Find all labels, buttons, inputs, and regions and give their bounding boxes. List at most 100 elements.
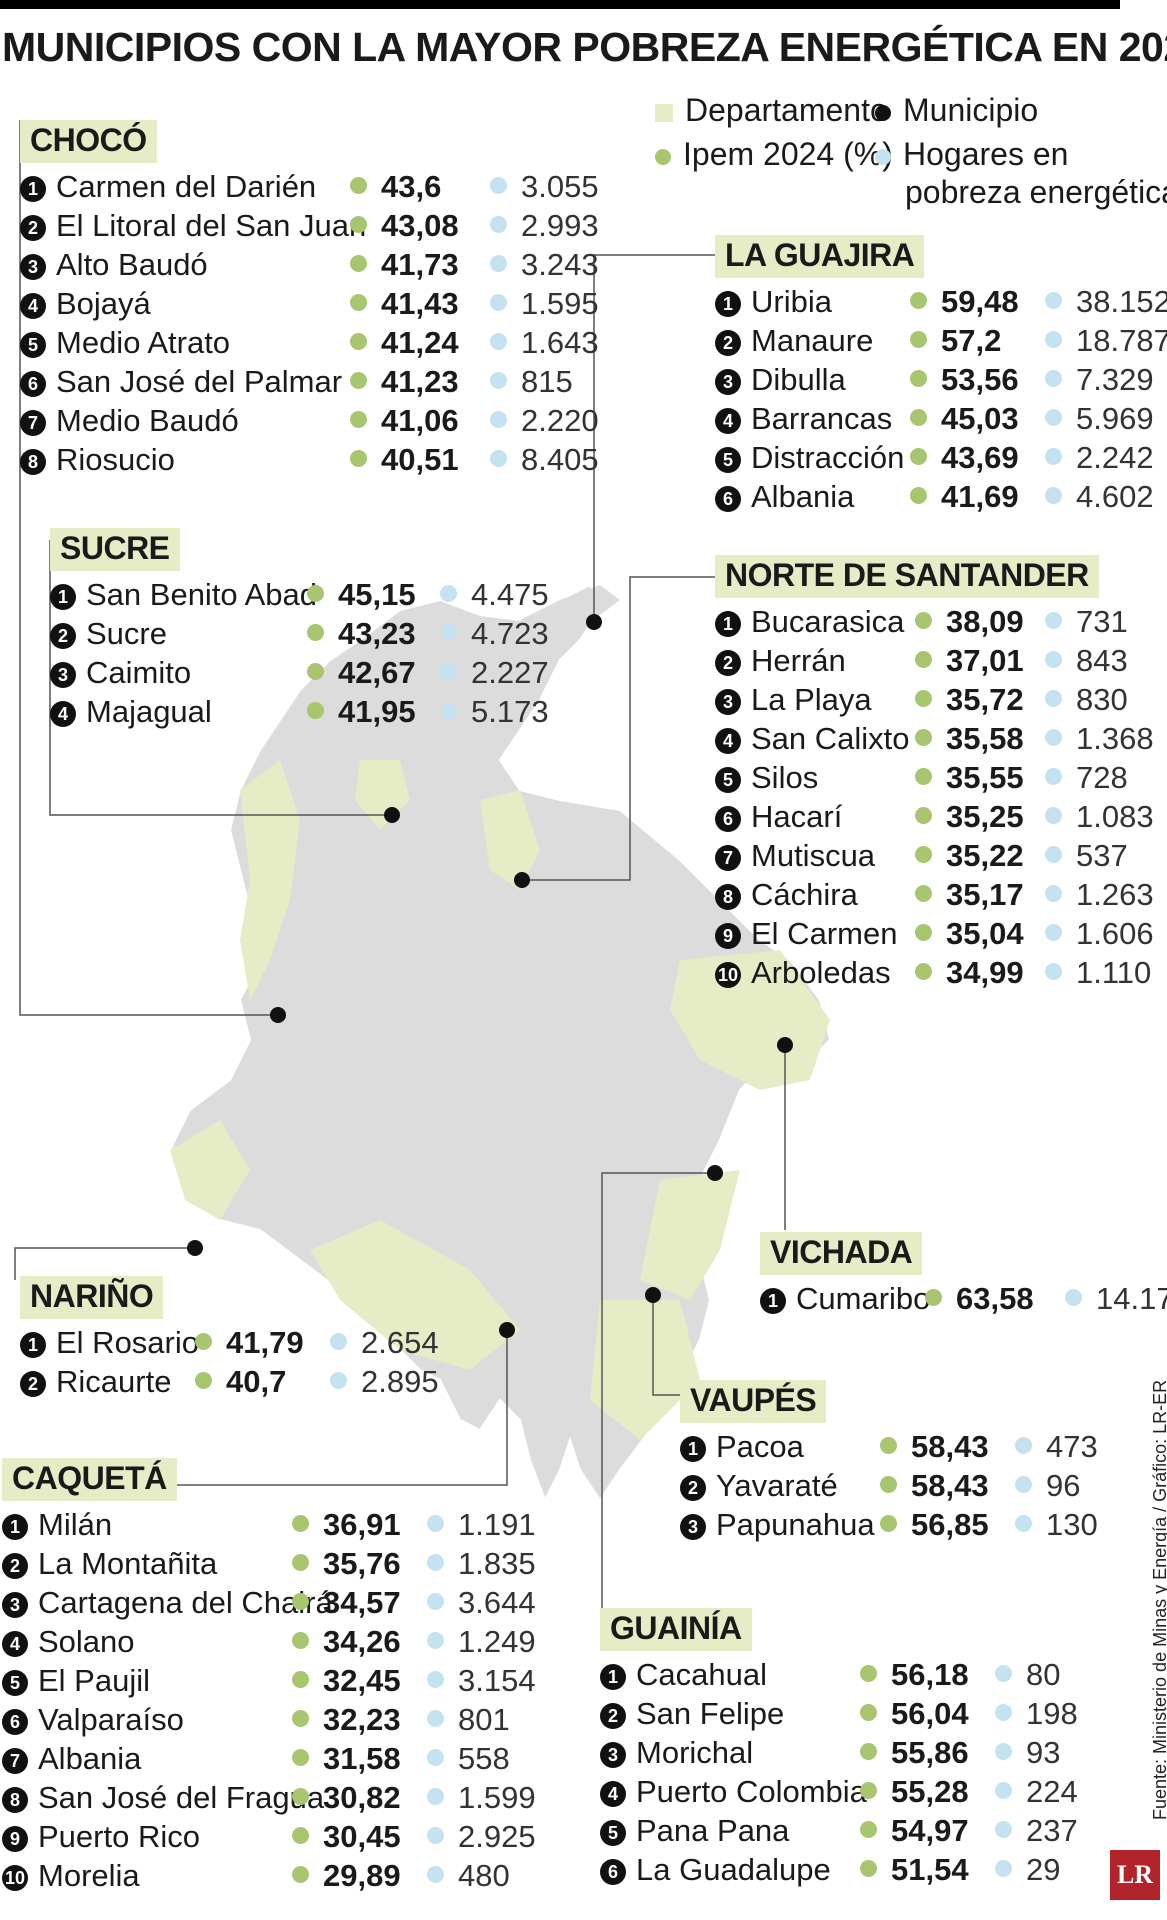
municipio-name: Milán — [38, 1507, 113, 1542]
ipem-value: 53,56 — [910, 362, 1019, 398]
region-guainia: GUAINÍA 1 Cacahual 56,18 80 2 San Felipe 56,04 1… — [600, 1608, 1078, 1891]
region-sucre: SUCRE 1 San Benito Abad 45,15 4.475 2 Sucre 43,… — [50, 528, 549, 733]
municipio-row: 4 Puerto Colombia 55,28 224 — [600, 1774, 1078, 1813]
region-norte-de-santander: NORTE DE SANTANDER 1 Bucarasica 38,09 731 2 He… — [715, 555, 1154, 994]
region-title: LA GUAJIRA — [715, 235, 925, 278]
rank-badge: 2 — [715, 330, 741, 356]
ipem-value: 41,43 — [350, 286, 459, 322]
map-highlight-guainia — [640, 1170, 740, 1300]
ipem-value: 41,95 — [307, 694, 416, 730]
municipio-name: San José del Fragua — [38, 1780, 325, 1815]
municipio-name: Distracción — [751, 440, 905, 475]
hogares-value: 8.405 — [490, 442, 599, 478]
rank-badge: 4 — [715, 408, 741, 434]
hogares-value: 1.263 — [1045, 877, 1154, 913]
rank-badge: 3 — [600, 1742, 626, 1768]
municipio-list: 1 Bucarasica 38,09 731 2 Herrán 37,01 843 3 La Pl… — [715, 604, 1154, 994]
hogares-value: 7.329 — [1045, 362, 1154, 398]
municipio-name: San José del Palmar — [56, 364, 343, 399]
municipio-row: 6 Hacarí 35,25 1.083 — [715, 799, 1154, 838]
municipio-name: Barrancas — [751, 401, 893, 436]
region-narino: NARIÑO 1 El Rosario 41,79 2.654 2 Ricaurte 40,7… — [20, 1276, 439, 1403]
ipem-value: 35,25 — [915, 799, 1024, 835]
ipem-value: 51,54 — [860, 1852, 969, 1888]
ipem-value: 45,15 — [307, 577, 416, 613]
ipem-value: 55,86 — [860, 1735, 969, 1771]
rank-badge: 4 — [50, 701, 76, 727]
hogares-value: 1.368 — [1045, 721, 1154, 757]
municipio-name: El Carmen — [751, 916, 898, 951]
municipio-name: Dibulla — [751, 362, 846, 397]
municipio-name: San Calixto — [751, 721, 910, 756]
rank-badge: 1 — [2, 1514, 28, 1540]
municipio-name: Puerto Rico — [38, 1819, 200, 1854]
municipio-row: 1 Carmen del Darién 43,6 3.055 — [20, 169, 599, 208]
ipem-value: 32,45 — [292, 1663, 401, 1699]
hogares-value: 1.835 — [427, 1546, 536, 1582]
ipem-value: 55,28 — [860, 1774, 969, 1810]
hogares-value: 18.787 — [1045, 323, 1167, 359]
hogares-value: 4.723 — [440, 616, 549, 652]
hogares-value: 2.925 — [427, 1819, 536, 1855]
hogares-value: 558 — [427, 1741, 510, 1777]
rank-badge: 5 — [20, 332, 46, 358]
municipio-row: 8 Riosucio 40,51 8.405 — [20, 442, 599, 481]
municipio-name: Yavaraté — [716, 1468, 838, 1503]
municipio-row: 3 Alto Baudó 41,73 3.243 — [20, 247, 599, 286]
ipem-value: 35,17 — [915, 877, 1024, 913]
rank-badge: 1 — [600, 1664, 626, 1690]
rank-badge: 3 — [715, 369, 741, 395]
hogares-value: 4.602 — [1045, 479, 1154, 515]
rank-badge: 6 — [20, 371, 46, 397]
ipem-value: 43,6 — [350, 169, 441, 205]
hogares-value: 537 — [1045, 838, 1128, 874]
region-title: SUCRE — [50, 528, 180, 571]
municipio-list: 1 El Rosario 41,79 2.654 2 Ricaurte 40,7 2.895 — [20, 1325, 439, 1403]
ipem-value: 59,48 — [910, 284, 1019, 320]
municipio-name: Morichal — [636, 1735, 754, 1770]
rank-badge: 1 — [20, 1332, 46, 1358]
map-highlight-vaupes — [590, 1300, 700, 1440]
hogares-value: 38.152 — [1045, 284, 1167, 320]
hogares-value: 3.154 — [427, 1663, 536, 1699]
rank-badge: 3 — [20, 254, 46, 280]
municipio-name: Morelia — [38, 1858, 140, 1893]
ipem-value: 37,01 — [915, 643, 1024, 679]
rank-badge: 1 — [20, 176, 46, 202]
legend-hogares: Hogares en — [875, 136, 1068, 173]
rank-badge: 5 — [715, 767, 741, 793]
ipem-value: 35,76 — [292, 1546, 401, 1582]
top-rule — [0, 0, 1120, 9]
lr-logo: LR — [1110, 1850, 1160, 1900]
ipem-value: 40,51 — [350, 442, 459, 478]
municipio-row: 1 Pacoa 58,43 473 — [680, 1429, 1098, 1468]
municipio-row: 2 Sucre 43,23 4.723 — [50, 616, 549, 655]
municipio-name: Cumaribo — [796, 1281, 931, 1316]
ipem-value: 43,69 — [910, 440, 1019, 476]
municipio-name: Medio Atrato — [56, 325, 231, 360]
ipem-value: 38,09 — [915, 604, 1024, 640]
ipem-value: 41,23 — [350, 364, 459, 400]
hogares-value: 198 — [995, 1696, 1078, 1732]
municipio-name: El Litoral del San Juan — [56, 208, 367, 243]
municipio-name: Valparaíso — [38, 1702, 184, 1737]
rank-badge: 9 — [715, 923, 741, 949]
municipio-row: 7 Medio Baudó 41,06 2.220 — [20, 403, 599, 442]
hogares-value: 801 — [427, 1702, 510, 1738]
region-title: GUAINÍA — [600, 1608, 752, 1651]
ipem-value: 56,18 — [860, 1657, 969, 1693]
municipio-name: La Guadalupe — [636, 1852, 831, 1887]
region-vaupes: VAUPÉS 1 Pacoa 58,43 473 2 Yavaraté 58,43 96 3 Pap… — [680, 1380, 1098, 1546]
ipem-value: 35,55 — [915, 760, 1024, 796]
rank-badge: 10 — [2, 1865, 28, 1891]
municipio-name: Bojayá — [56, 286, 151, 321]
ipem-value: 31,58 — [292, 1741, 401, 1777]
municipio-name: Hacarí — [751, 799, 843, 834]
map-highlight-caqueta — [310, 1220, 520, 1370]
municipio-list: 1 San Benito Abad 45,15 4.475 2 Sucre 43,23 4.7… — [50, 577, 549, 733]
municipio-name: Puerto Colombia — [636, 1774, 867, 1809]
ipem-value: 35,58 — [915, 721, 1024, 757]
municipio-row: 5 Distracción 43,69 2.242 — [715, 440, 1154, 479]
